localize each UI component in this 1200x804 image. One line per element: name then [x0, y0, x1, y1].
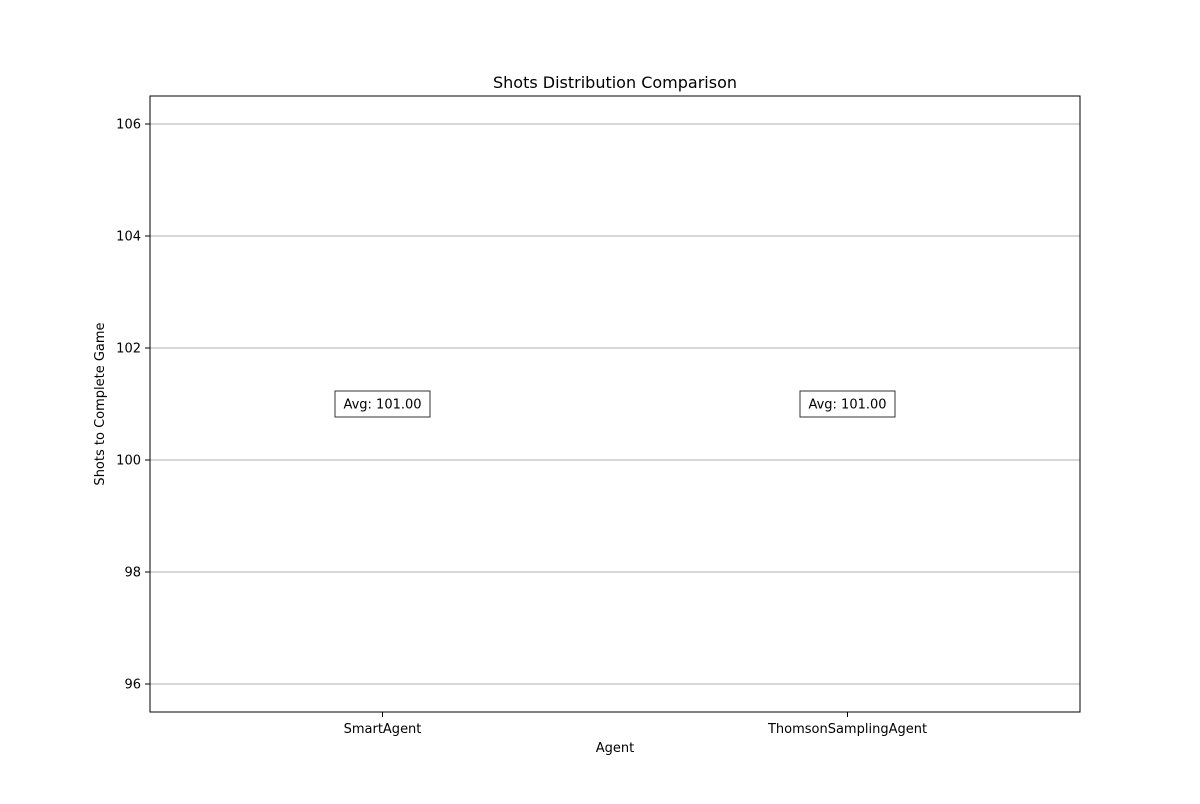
y-tick-label: 96: [124, 678, 141, 693]
avg-annotation: Avg: 101.00: [799, 390, 896, 418]
y-tick-label: 98: [124, 566, 141, 581]
y-tick-label: 106: [116, 118, 141, 133]
y-axis-ticks: 96 98 100 102 104 106: [116, 118, 150, 693]
x-tick-label: SmartAgent: [344, 722, 422, 737]
avg-annotation-text: Avg: 101.00: [343, 398, 421, 413]
avg-annotation-box: [334, 390, 431, 418]
y-axis-label: Shots to Complete Game: [93, 322, 108, 485]
grid-lines: [150, 123, 1080, 685]
avg-annotations: Avg: 101.00 Avg: 101.00: [334, 390, 896, 418]
x-axis-label: Agent: [596, 741, 634, 756]
y-tick-label: 104: [116, 230, 141, 245]
x-axis-ticks: SmartAgent ThomsonSamplingAgent: [344, 712, 927, 737]
avg-annotation-text: Avg: 101.00: [808, 398, 886, 413]
chart-title: Shots Distribution Comparison: [493, 73, 737, 92]
avg-annotation: Avg: 101.00: [334, 390, 431, 418]
avg-annotation-box: [799, 390, 896, 418]
y-tick-label: 100: [116, 454, 141, 469]
y-tick-label: 102: [116, 342, 141, 357]
x-tick-label: ThomsonSamplingAgent: [767, 722, 927, 737]
plot-area-frame: [149, 95, 1081, 713]
